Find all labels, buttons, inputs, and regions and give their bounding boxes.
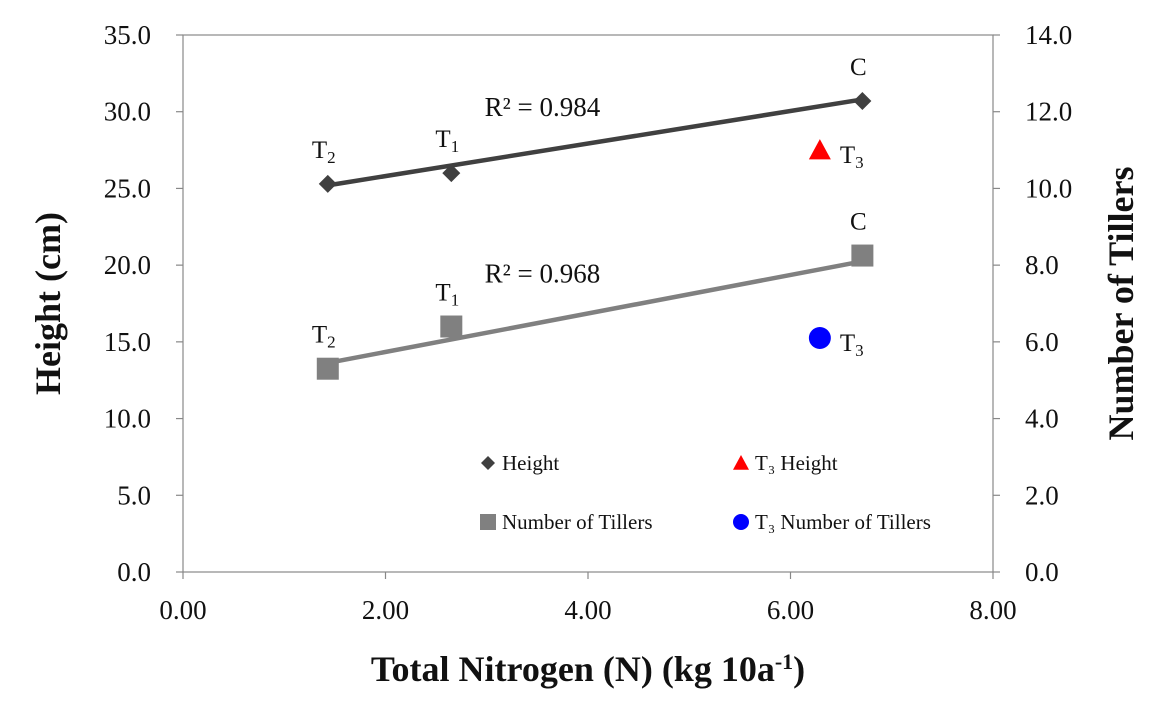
x-tick-label: 2.00 — [362, 595, 409, 625]
legend-marker — [733, 514, 749, 530]
x-axis-title: Total Nitrogen (N) (kg 10a-1) — [371, 649, 805, 690]
data-point — [440, 315, 463, 338]
trendline-1 — [325, 259, 865, 366]
r-squared-label: R² = 0.968 — [485, 258, 601, 288]
point-label-main: C — [850, 54, 867, 81]
point-label-main: T — [312, 322, 327, 349]
y-left-axis-title: Height (cm) — [28, 212, 68, 395]
y-left-tick-label: 20.0 — [104, 250, 151, 280]
y-left-tick-label: 5.0 — [117, 480, 151, 510]
y-right-tick-label: 2.0 — [1025, 480, 1059, 510]
point-label-sub: 1 — [451, 291, 460, 310]
y-left-tick-label: 0.0 — [117, 557, 151, 587]
point-label: T3 — [840, 330, 864, 360]
y-right-tick-label: 12.0 — [1025, 97, 1072, 127]
point-label: T3 — [840, 142, 864, 172]
x-tick-label: 4.00 — [564, 595, 611, 625]
legend-entry-3: T₃ Number of Tillers — [755, 510, 931, 534]
data-point — [808, 139, 831, 160]
data-point — [442, 164, 461, 183]
y-left-tick-label: 25.0 — [104, 173, 151, 203]
point-label-sub: 2 — [327, 333, 336, 352]
point-label-main: T — [312, 137, 327, 164]
point-label: T1 — [435, 280, 459, 310]
point-label: C — [850, 54, 867, 81]
y-left-tick-label: 10.0 — [104, 404, 151, 434]
legend-entry-0: Height — [502, 451, 559, 475]
point-label-main: C — [850, 209, 867, 236]
point-label-main: T — [435, 126, 450, 153]
y-left-tick-label: 30.0 — [104, 97, 151, 127]
y-right-tick-label: 0.0 — [1025, 557, 1059, 587]
y-left-tick-label: 35.0 — [104, 20, 151, 50]
legend-entry-2: T₃ Height — [755, 451, 838, 475]
point-label: C — [850, 209, 867, 236]
legend-marker — [481, 456, 495, 470]
data-point — [318, 174, 337, 193]
point-label: T2 — [312, 137, 336, 167]
point-label-main: T — [840, 142, 855, 169]
point-label-main: T — [840, 330, 855, 357]
y-right-tick-label: 8.0 — [1025, 250, 1059, 280]
data-point — [808, 327, 831, 350]
y-left-tick-label: 15.0 — [104, 327, 151, 357]
point-label-sub: 3 — [855, 153, 864, 172]
point-label-sub: 2 — [327, 148, 336, 167]
x-tick-label: 0.00 — [159, 595, 206, 625]
x-tick-label: 8.00 — [969, 595, 1016, 625]
point-label-main: T — [435, 280, 450, 307]
point-label: T2 — [312, 322, 336, 352]
point-label: T1 — [435, 126, 459, 156]
legend-entry-1: Number of Tillers — [502, 510, 653, 534]
r-squared-label: R² = 0.984 — [485, 92, 601, 122]
x-axis-title-end: ) — [793, 649, 805, 689]
point-label-sub: 3 — [855, 341, 864, 360]
trendline-0 — [325, 97, 865, 188]
data-point — [851, 244, 874, 267]
y-right-tick-label: 6.0 — [1025, 327, 1059, 357]
point-label-sub: 1 — [451, 137, 460, 156]
legend-marker — [480, 514, 496, 530]
data-point — [316, 357, 339, 380]
y-right-tick-label: 10.0 — [1025, 173, 1072, 203]
data-point — [853, 91, 872, 110]
y-right-tick-label: 4.0 — [1025, 404, 1059, 434]
legend-marker — [733, 455, 749, 470]
y-right-axis-title: Number of Tillers — [1101, 166, 1141, 440]
y-right-tick-label: 14.0 — [1025, 20, 1072, 50]
x-axis-title-sup: -1 — [775, 649, 793, 674]
x-tick-label: 6.00 — [767, 595, 814, 625]
x-axis-title-main: Total Nitrogen (N) (kg 10a — [371, 649, 775, 689]
